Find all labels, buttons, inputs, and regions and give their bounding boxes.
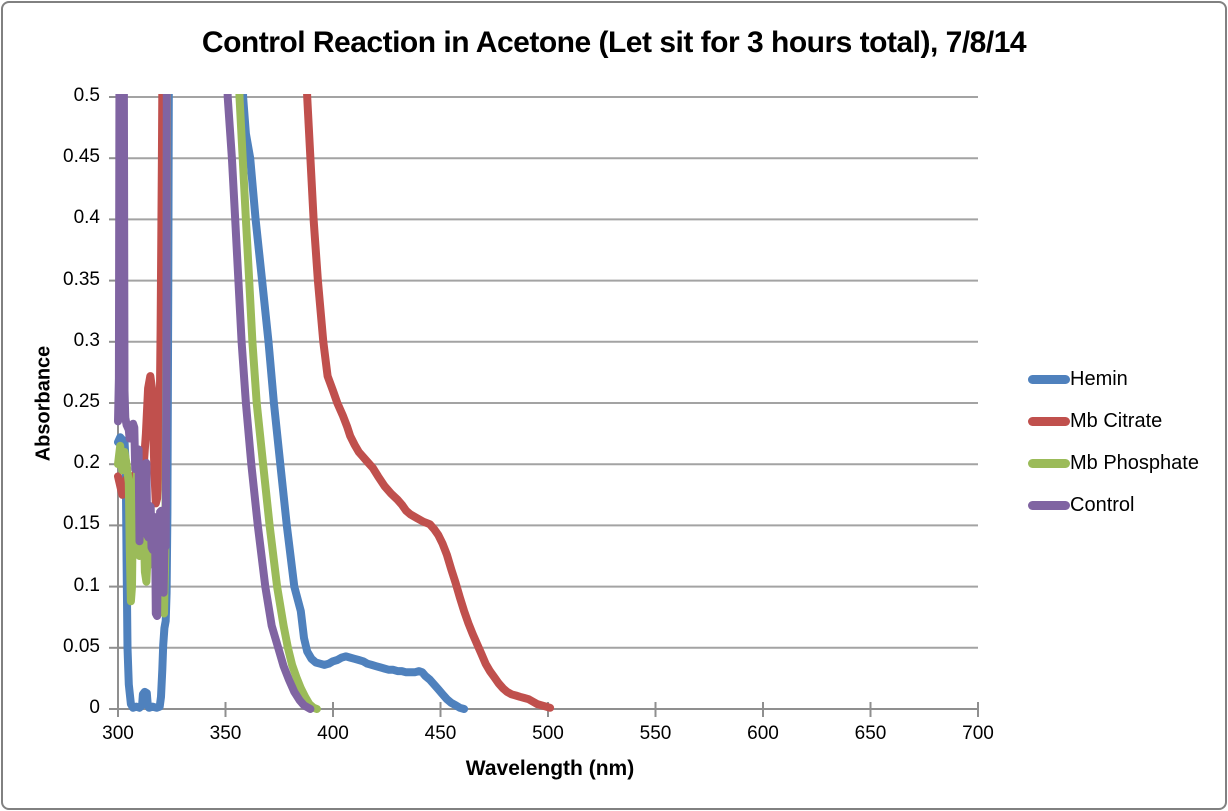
legend-swatch — [1028, 374, 1070, 384]
series-lines — [114, 94, 555, 713]
legend-label: Mb Citrate — [1070, 409, 1163, 432]
series-line-hemin — [114, 94, 469, 713]
y-tick-label: 0.25 — [63, 391, 100, 412]
legend-item-mb-phosphate: Mb Phosphate — [1028, 442, 1199, 484]
x-tick-label: 400 — [317, 723, 349, 744]
x-tick-label: 650 — [854, 723, 887, 744]
series-line-mb-citrate — [114, 94, 555, 712]
legend-item-control: Control — [1028, 484, 1199, 526]
chart-title: Control Reaction in Acetone (Let sit for… — [201, 26, 1027, 59]
y-axis-title: Absorbance — [32, 345, 55, 462]
legend: Hemin Mb Citrate Mb Phosphate Control — [1028, 358, 1199, 526]
x-tick-label: 700 — [962, 723, 994, 744]
legend-swatch — [1028, 500, 1070, 510]
x-tick-label: 600 — [747, 723, 779, 744]
y-tick-label: 0.5 — [73, 85, 100, 106]
y-tick-label: 0.1 — [73, 574, 100, 596]
legend-label: Mb Phosphate — [1070, 451, 1199, 474]
legend-swatch — [1028, 416, 1070, 426]
y-tick-label: 0.2 — [73, 452, 100, 474]
legend-label: Control — [1070, 493, 1135, 516]
axes — [109, 94, 979, 717]
legend-label: Hemin — [1070, 367, 1128, 390]
y-tick-label: 0.15 — [63, 513, 100, 535]
series-line-control — [114, 94, 315, 713]
legend-item-hemin: Hemin — [1028, 358, 1199, 400]
y-tick-label: 0.45 — [63, 146, 100, 168]
x-tick-label: 350 — [209, 723, 242, 744]
series-line-mb-phosphate — [114, 94, 321, 713]
y-tick-label: 0.3 — [73, 329, 100, 351]
x-tick-label: 300 — [102, 723, 134, 744]
x-tick-label: 500 — [532, 723, 564, 744]
legend-swatch — [1028, 458, 1070, 468]
y-tick-label: 0.4 — [73, 207, 100, 229]
y-tick-label: 0.35 — [63, 268, 100, 290]
y-tick-label: 0.05 — [63, 635, 100, 657]
y-tick-label: 0 — [89, 697, 100, 718]
legend-item-mb-citrate: Mb Citrate — [1028, 400, 1199, 442]
x-tick-label: 450 — [424, 723, 457, 744]
x-axis-title: Wavelength (nm) — [465, 757, 635, 780]
x-tick-label: 550 — [639, 723, 672, 744]
